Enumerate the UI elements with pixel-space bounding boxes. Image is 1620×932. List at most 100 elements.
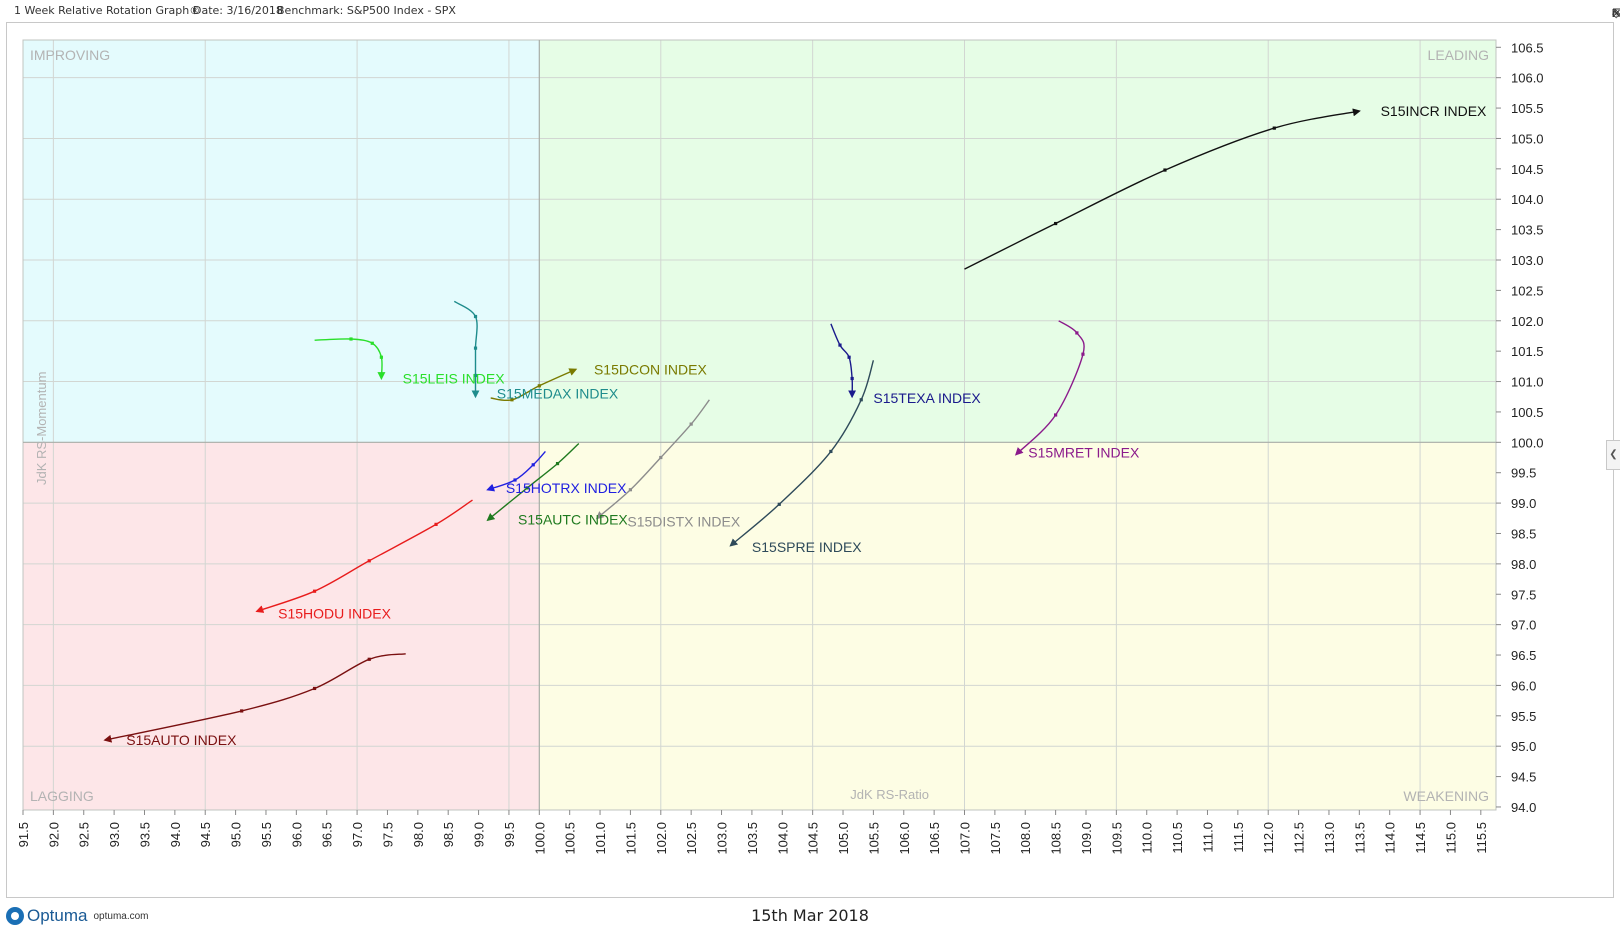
y-tick-label: 96.0 <box>1511 678 1536 693</box>
x-tick-label: 109.5 <box>1109 822 1124 855</box>
x-tick-label: 105.0 <box>836 822 851 855</box>
quadrant-label-leading: LEADING <box>1428 47 1489 63</box>
close-icon[interactable]: ✕ <box>1612 7 1620 20</box>
y-tick-label: 103.5 <box>1511 223 1544 238</box>
x-tick-label: 92.5 <box>77 822 92 847</box>
y-tick-label: 97.5 <box>1511 587 1536 602</box>
x-tick-label: 112.5 <box>1292 822 1307 854</box>
x-tick-label: 113.0 <box>1322 822 1337 854</box>
x-axis-ticks: 91.5 92.0 92.5 93.0 93.5 94.0 94.5 95.0 95.5 96.0… <box>16 810 1489 855</box>
y-tick-label: 104.5 <box>1511 162 1544 177</box>
x-tick-label: 114.5 <box>1413 822 1428 854</box>
series-point <box>850 376 854 381</box>
info-icon[interactable]: i <box>1612 7 1620 20</box>
x-tick-label: 93.5 <box>137 822 152 847</box>
y-tick-label: 95.0 <box>1511 739 1536 754</box>
x-tick-label: 104.0 <box>775 822 790 855</box>
x-tick-label: 115.5 <box>1474 822 1489 854</box>
series-point <box>838 343 842 347</box>
quadrant-improving <box>23 40 540 443</box>
y-tick-label: 97.0 <box>1511 618 1536 633</box>
x-tick-label: 108.0 <box>1018 822 1033 855</box>
x-tick-label: 107.0 <box>958 822 973 855</box>
x-tick-label: 102.5 <box>684 822 699 855</box>
y-tick-label: 101.0 <box>1511 375 1544 390</box>
x-tick-label: 91.5 <box>16 822 31 847</box>
y-tick-label: 102.5 <box>1511 283 1544 298</box>
x-tick-label: 92.0 <box>46 822 61 847</box>
series-point <box>829 449 833 454</box>
diamond-icon[interactable]: ◇ <box>1612 7 1620 20</box>
series-label: S15HOTRX INDEX <box>506 480 627 496</box>
series-point <box>525 486 529 490</box>
chart-name: 1 Week Relative Rotation Graph® <box>14 4 201 17</box>
series-point <box>689 422 693 426</box>
plot-border <box>22 39 1497 811</box>
quadrant-leading <box>539 40 1496 443</box>
x-tick-label: 100.5 <box>563 822 578 855</box>
x-tick-label: 97.5 <box>380 822 395 847</box>
series-labels: S15INCR INDEX S15MRET INDEX S15TEXA INDEX S… <box>126 103 1487 748</box>
series-tail <box>486 442 580 522</box>
series-point <box>434 522 438 526</box>
series-label: S15DISTX INDEX <box>627 513 740 529</box>
logo-url[interactable]: optuma.com <box>93 910 149 922</box>
series-point <box>240 709 244 713</box>
y-tick-label: 99.5 <box>1511 466 1536 481</box>
series-label: S15SPRE INDEX <box>752 539 862 555</box>
x-tick-label: 101.5 <box>623 822 638 855</box>
x-tick-label: 102.0 <box>654 822 669 855</box>
x-tick-label: 98.5 <box>441 822 456 847</box>
x-tick-label: 96.0 <box>289 822 304 847</box>
series-point <box>1272 126 1276 130</box>
series-label: S15LEIS INDEX <box>403 371 506 387</box>
x-tick-label: 110.5 <box>1170 822 1185 854</box>
x-tick-label: 110.0 <box>1140 822 1155 854</box>
pin-icon[interactable]: ✎ <box>1612 7 1620 20</box>
series-point <box>555 461 560 466</box>
series-label: S15MRET INDEX <box>1028 445 1140 461</box>
x-tick-label: 100.0 <box>532 822 547 855</box>
x-tick-label: 111.0 <box>1200 822 1215 853</box>
series-point <box>628 488 633 492</box>
x-tick-label: 101.0 <box>593 822 608 855</box>
series-point <box>1075 331 1079 335</box>
series-point <box>367 657 371 661</box>
quadrant-label-improving: IMPROVING <box>30 47 110 63</box>
series-point <box>1163 168 1167 172</box>
x-tick-label: 111.5 <box>1231 822 1246 853</box>
series-point <box>379 355 383 359</box>
y-tick-label: 101.5 <box>1511 344 1544 359</box>
y-tick-label: 105.0 <box>1511 131 1544 146</box>
series-label: S15DCON INDEX <box>594 361 707 377</box>
series-label: S15INCR INDEX <box>1381 103 1487 119</box>
series-point <box>367 559 371 563</box>
x-tick-label: 107.5 <box>988 822 1003 855</box>
optuma-logo[interactable]: Optuma optuma.com <box>6 905 149 927</box>
optuma-logo-icon <box>6 907 24 925</box>
series-point <box>510 398 514 402</box>
x-tick-label: 103.0 <box>715 822 730 855</box>
y-tick-label: 98.0 <box>1511 557 1536 572</box>
y-tick-label: 100.0 <box>1511 435 1544 450</box>
series-label: S15TEXA INDEX <box>873 390 981 406</box>
series-tail <box>103 653 406 743</box>
restore-icon[interactable]: ❐ <box>1612 7 1620 20</box>
series-label: S15AUTC INDEX <box>518 512 628 528</box>
series-point <box>531 463 535 467</box>
series-point <box>859 398 863 402</box>
y-axis-ticks: 94.0 94.5 95.0 95.5 96.0 96.5 97.0 97.5 98.0 98.5… <box>1496 40 1544 815</box>
series-label: S15AUTO INDEX <box>126 732 237 748</box>
x-tick-label: 112.0 <box>1261 822 1276 854</box>
x-tick-label: 93.0 <box>107 822 122 847</box>
series-point <box>659 455 663 460</box>
x-tick-label: 98.0 <box>411 822 426 847</box>
series-point <box>1054 413 1058 417</box>
y-axis-label: JdK RS-Momentum <box>34 372 49 485</box>
y-tick-label: 103.0 <box>1511 253 1544 268</box>
collapse-panel-button[interactable]: ❮ <box>1606 440 1620 470</box>
series-tail <box>490 368 578 402</box>
x-tick-label: 94.5 <box>198 822 213 847</box>
x-tick-label: 97.0 <box>350 822 365 847</box>
series-point <box>777 502 781 506</box>
